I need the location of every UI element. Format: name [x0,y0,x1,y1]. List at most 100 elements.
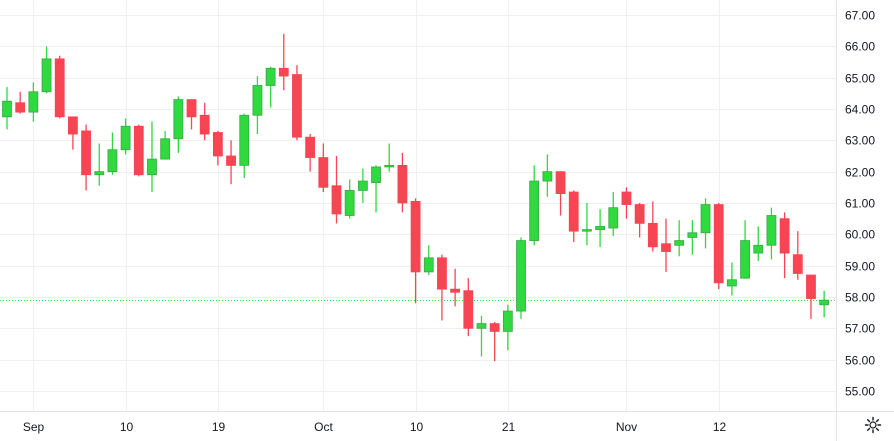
candle-body [595,226,605,231]
candle [595,209,605,247]
x-tick-label: Sep [23,420,45,434]
candle-body [608,207,619,229]
candle [766,207,777,260]
candle [437,254,447,321]
candle [582,202,592,246]
candle [661,218,671,272]
x-tick-label: Oct [314,420,333,434]
candle-body [568,191,579,232]
candle-body [81,130,91,176]
candle [186,99,197,130]
candle [54,55,65,119]
y-tick-label: 56.00 [845,354,875,368]
candle-body [54,58,65,118]
candle-body [41,58,52,93]
candle [357,168,368,203]
candle-body [344,190,355,216]
candle [81,124,91,191]
candle-body [226,155,236,166]
candle-body [147,158,157,176]
y-tick-label: 61.00 [845,197,875,211]
candle [516,237,526,319]
candle [555,171,566,216]
candle [2,87,12,130]
candle [621,187,632,219]
y-tick-label: 63.00 [845,134,875,148]
candle-body [463,290,474,329]
candle-body [819,299,830,306]
candle-body [516,240,526,312]
candle [713,202,724,290]
candle-body [292,74,302,138]
candle [608,192,619,236]
candle-body [371,166,381,184]
x-tick-label: 10 [410,420,424,434]
candle-body [423,257,434,273]
y-tick-label: 62.00 [845,166,875,180]
price-axis[interactable]: 67.00 66.00 65.00 64.00 63.00 62.00 61.00 60.00… [845,9,875,399]
y-tick-label: 57.00 [845,322,875,336]
candle-body [634,204,645,224]
candle [727,262,737,296]
candle [647,201,658,252]
candle [502,304,513,351]
candle [792,231,803,280]
y-tick-label: 59.00 [845,260,875,274]
candle [28,82,39,122]
candle-body [621,191,632,205]
candle [344,179,355,219]
candles [2,33,830,362]
candle [107,132,118,175]
candle-body [582,229,592,232]
candle [384,143,395,172]
candle-body [753,244,764,254]
candle-body [410,201,421,273]
candle [160,130,171,160]
candle-body [94,171,105,176]
candle [753,226,764,261]
candle [463,278,474,337]
candle-body [186,99,197,118]
x-tick-label: 19 [212,420,226,434]
candle-body [397,164,408,204]
candle-body [212,132,223,157]
time-axis[interactable]: Sep 10 19 Oct 10 21 Nov 12 [23,420,727,434]
y-tick-label: 64.00 [845,103,875,117]
candle [568,190,579,243]
candle [15,91,26,114]
candle [674,220,685,257]
candle [318,143,329,193]
candle-body [661,243,671,252]
candle-body [68,116,78,135]
candle [94,143,105,186]
candle-body [647,222,658,248]
y-tick-label: 55.00 [845,385,875,399]
candle-body [120,125,131,151]
candle-body [133,125,144,176]
candle-body [476,323,487,329]
candle [806,274,816,319]
candle-body [252,85,263,116]
candle [226,140,236,185]
candle [252,76,263,135]
y-tick-label: 65.00 [845,72,875,86]
candle [819,290,830,318]
candle-body [28,91,39,113]
candle [740,220,750,279]
candle-body [779,218,790,254]
candle [199,102,210,141]
candle [634,202,645,238]
candle-body [357,180,368,191]
candle [410,198,421,304]
gear-icon[interactable] [864,416,882,434]
y-tick-label: 60.00 [845,228,875,242]
candle-body [542,171,553,182]
candle-body [160,138,171,160]
candle [331,155,342,224]
candle-body [700,204,711,234]
candle-body [740,240,750,279]
candle [687,220,698,255]
candle [212,130,223,166]
candle-body [489,323,500,332]
